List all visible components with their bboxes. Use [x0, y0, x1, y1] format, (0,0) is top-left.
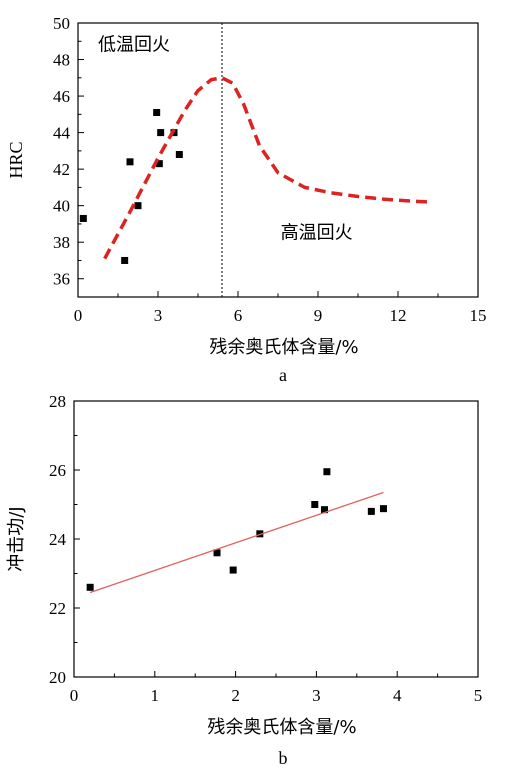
y-tick-label: 38	[53, 233, 70, 252]
y-tick-label: 48	[53, 51, 70, 70]
data-point	[86, 583, 94, 591]
x-tick-label: 4	[393, 686, 402, 705]
region-annotation: 低温回火	[98, 34, 170, 55]
data-point	[229, 566, 237, 574]
x-axis-label: 残余奥氏体含量/%	[207, 717, 356, 738]
data-point	[323, 468, 331, 476]
x-tick-label: 12	[390, 306, 407, 325]
y-tick-label: 44	[53, 124, 71, 143]
x-tick-label: 0	[70, 686, 79, 705]
y-tick-label: 24	[49, 530, 67, 549]
data-point	[320, 506, 328, 514]
data-point	[79, 214, 87, 222]
region-annotation: 高温回火	[281, 223, 353, 244]
x-tick-label: 3	[312, 686, 321, 705]
plot-frame	[77, 22, 479, 298]
panel-b-label: b	[279, 748, 288, 768]
y-tick-label: 42	[53, 160, 70, 179]
data-point	[134, 202, 142, 210]
y-tick-label: 36	[53, 270, 70, 289]
data-point	[121, 256, 129, 264]
y-tick-label: 28	[49, 392, 66, 411]
data-point	[157, 129, 165, 137]
x-tick-label: 9	[314, 306, 323, 325]
plot-frame	[73, 400, 479, 678]
data-point	[153, 109, 161, 117]
data-point	[175, 151, 183, 159]
data-point	[126, 158, 134, 166]
x-tick-label: 2	[231, 686, 240, 705]
y-tick-label: 22	[49, 599, 66, 618]
fit-line	[89, 491, 384, 594]
x-tick-label: 5	[474, 686, 483, 705]
data-point	[311, 501, 319, 508]
y-tick-label: 40	[53, 197, 70, 216]
data-point	[367, 507, 375, 515]
x-tick-label: 6	[234, 306, 243, 325]
y-axis-label: HRC	[6, 141, 26, 178]
panel-a-label: a	[279, 365, 287, 385]
x-tick-label: 15	[470, 306, 487, 325]
x-tick-label: 3	[154, 306, 163, 325]
x-axis-label: 残余奥氏体含量/%	[209, 337, 358, 358]
trend-curve	[103, 76, 431, 260]
data-point	[155, 160, 163, 168]
y-tick-label: 46	[53, 87, 70, 106]
x-tick-label: 1	[151, 686, 160, 705]
y-tick-label: 20	[49, 668, 66, 687]
panel-b-chart: 0 1 2 3 4 5 20 22 24 26 28 残余奥氏体含量/% 冲击功/J	[6, 392, 482, 738]
data-point	[256, 530, 264, 538]
y-axis-label: 冲击功/J	[6, 506, 27, 571]
y-tick-label: 26	[49, 461, 66, 480]
y-tick-label: 50	[53, 14, 70, 33]
x-tick-label: 0	[74, 306, 83, 325]
data-point	[379, 505, 387, 513]
panel-a-chart: 0 3 6 9 12 153638404244464850残余奥氏体含量/%HRC低温回火…	[6, 14, 487, 358]
data-point	[213, 549, 221, 557]
